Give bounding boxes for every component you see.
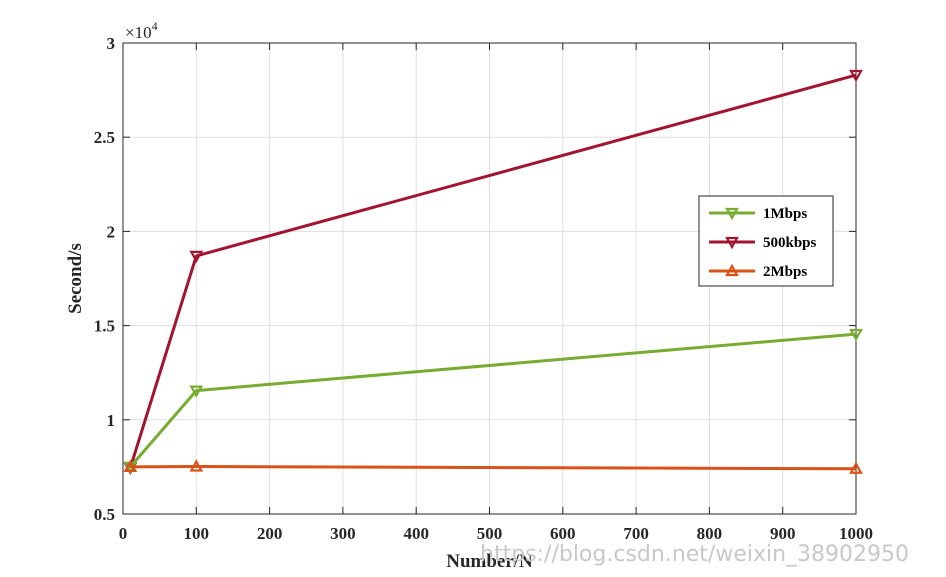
series-layer xyxy=(123,69,863,476)
series-line-500kbps xyxy=(128,73,857,469)
legend-swatch-marker xyxy=(725,207,739,221)
legend: 1Mbps 500kbps 2Mbps xyxy=(698,195,834,287)
x-tick-label: 600 xyxy=(550,524,576,543)
y-tick-label: 2 xyxy=(107,222,116,241)
legend-label: 500kbps xyxy=(763,235,817,251)
x-tick-label: 0 xyxy=(119,524,128,543)
y-tick-label: 1 xyxy=(107,411,116,430)
legend-item-1mbps: 1Mbps xyxy=(709,206,807,222)
x-tick-label: 800 xyxy=(697,524,723,543)
series-line-1mbps xyxy=(129,332,857,468)
legend-label: 2Mbps xyxy=(763,264,807,280)
legend-swatch-marker xyxy=(725,263,739,277)
x-tick-label: 400 xyxy=(403,524,429,543)
data-point-1mbps xyxy=(189,385,204,398)
data-point-500kbps xyxy=(849,69,863,83)
axis-ticks: 0 100 200 300 400 500 600 700 800 900 1000 0.5 1 1.5 2… xyxy=(94,34,873,543)
x-tick-label: 300 xyxy=(330,524,356,543)
x-tick-label: 1000 xyxy=(839,524,873,543)
data-point-1mbps xyxy=(849,328,863,342)
y-axis-title: Second/s xyxy=(65,243,86,314)
legend-item-2mbps: 2Mbps xyxy=(709,263,807,280)
y-tick-label: 1.5 xyxy=(94,317,115,336)
x-tick-label: 200 xyxy=(257,524,283,543)
x-tick-label: 100 xyxy=(184,524,210,543)
y-exponent-power: 4 xyxy=(152,19,158,33)
y-tick-label: 2.5 xyxy=(94,128,115,147)
x-tick-label: 900 xyxy=(770,524,796,543)
legend-swatch-marker xyxy=(725,236,739,250)
y-tick-label: 3 xyxy=(107,34,116,53)
data-point-2mbps xyxy=(123,459,138,472)
data-point-2mbps xyxy=(849,461,863,474)
y-tick-label: 0.5 xyxy=(94,505,115,524)
data-point-500kbps xyxy=(189,250,204,264)
x-axis-title: Number/N xyxy=(446,551,533,572)
y-exponent-base: ×10 xyxy=(125,23,152,42)
watermark-text: https://blog.csdn.net/weixin_38902950 xyxy=(480,542,909,567)
data-point-2mbps xyxy=(189,459,204,472)
x-tick-label: 700 xyxy=(623,524,649,543)
legend-label: 1Mbps xyxy=(763,206,807,222)
y-exponent-label: ×104 xyxy=(125,19,158,42)
series-2mbps xyxy=(123,459,863,474)
legend-items: 1Mbps 500kbps 2Mbps xyxy=(709,206,817,280)
legend-item-500kbps: 500kbps xyxy=(709,235,817,251)
series-line-2mbps xyxy=(130,465,857,471)
x-tick-label: 500 xyxy=(477,524,503,543)
